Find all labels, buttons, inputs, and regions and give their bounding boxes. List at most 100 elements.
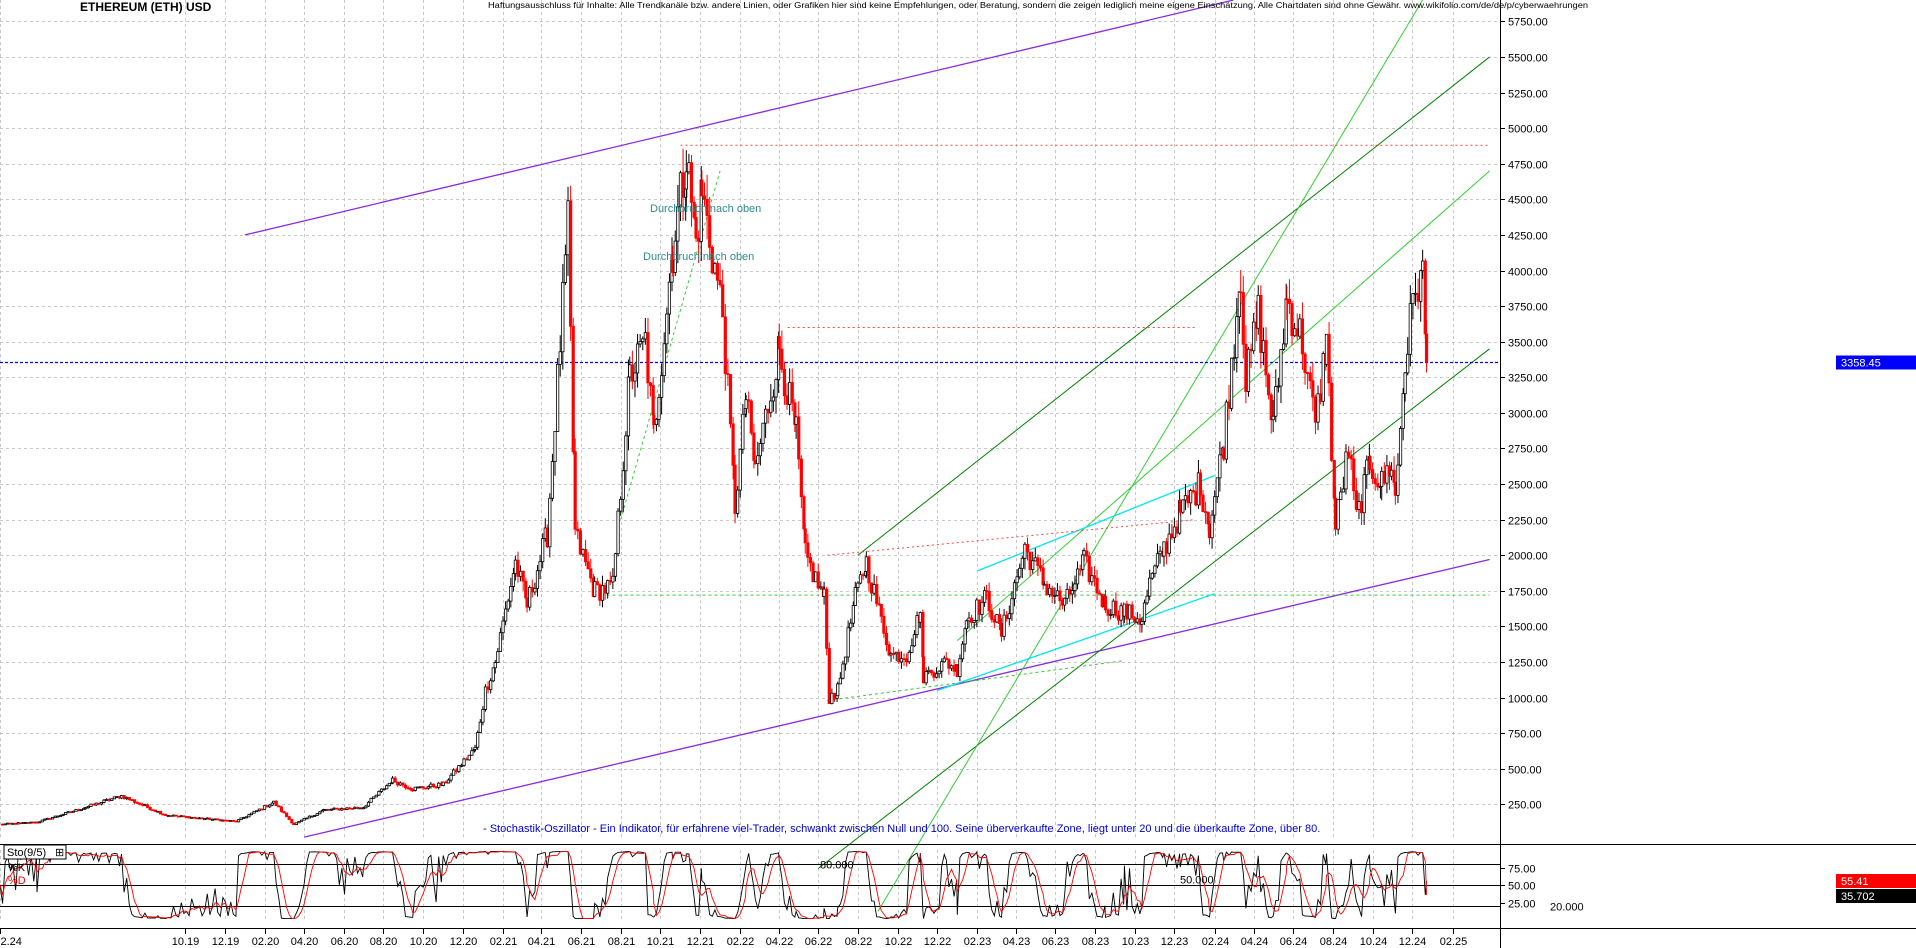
d-value-tag: 35.702	[1836, 889, 1916, 903]
candle-body	[606, 580, 610, 594]
candle-body	[889, 653, 893, 656]
x-tick-label: 12.21	[687, 936, 715, 948]
candle-body	[1376, 483, 1380, 488]
candle-body	[190, 816, 194, 819]
candle-body	[882, 615, 886, 634]
candle-body	[960, 643, 965, 660]
candle-body	[1359, 501, 1364, 514]
candle-body	[949, 665, 954, 669]
candle-body	[327, 809, 331, 811]
candle-body	[638, 341, 642, 345]
candle-body	[1416, 292, 1420, 302]
y-tick-label: 5750.00	[1508, 17, 1548, 29]
candle-body	[1153, 565, 1157, 574]
candle-body	[187, 816, 191, 819]
candle-body	[721, 284, 725, 318]
candle-body	[1396, 464, 1400, 496]
overlay-support-dashed-3	[827, 660, 1125, 701]
candle-body	[1259, 294, 1263, 353]
candle-body	[1078, 568, 1082, 571]
overlay-upper-channel	[244, 0, 1234, 236]
candle-body	[1189, 490, 1193, 504]
candle-body	[660, 375, 664, 398]
x-tick-label: 04.24	[1241, 936, 1269, 948]
candle-body	[64, 812, 68, 815]
y-tick-label: 250.00	[1508, 800, 1542, 812]
candle-body	[518, 570, 523, 577]
candle-body	[307, 815, 311, 819]
candle-body	[830, 692, 834, 705]
candle-body	[774, 379, 778, 398]
candle-body	[561, 282, 565, 353]
candle-body	[1085, 550, 1089, 557]
overlay-trend-light-1	[877, 0, 1424, 912]
candle-body	[1411, 293, 1415, 305]
candle-body	[694, 216, 698, 239]
candle-body	[1393, 481, 1397, 496]
candle-body	[125, 797, 129, 799]
stochastic-k-line	[0, 850, 1428, 920]
candle-body	[285, 812, 289, 818]
candle-body	[1392, 469, 1396, 483]
k-value-box	[1836, 874, 1916, 888]
candle-body	[808, 557, 813, 564]
candle-body	[498, 632, 503, 652]
candle-body	[710, 246, 714, 274]
candle-body	[593, 581, 597, 597]
candle-body	[586, 561, 590, 570]
candle-body	[576, 528, 580, 532]
candle-body	[1311, 380, 1315, 398]
candle-body	[1158, 550, 1162, 555]
candle-body	[372, 796, 376, 799]
candle-body	[45, 817, 50, 820]
candle-body	[299, 819, 304, 822]
candle-body	[1170, 533, 1174, 539]
oscillator-expand-icon[interactable]: ⊞	[55, 847, 64, 859]
candle-body	[274, 800, 278, 807]
candle-body	[318, 811, 322, 815]
candle-body	[431, 783, 436, 788]
y-tick-label: 4000.00	[1508, 267, 1548, 279]
candle-body	[396, 781, 400, 786]
candle-body	[528, 587, 532, 608]
candle-body	[1055, 590, 1060, 596]
candle-body	[603, 585, 607, 594]
candle-body	[1203, 511, 1208, 513]
candle-body	[838, 677, 842, 685]
candle-body	[1048, 587, 1052, 596]
y-tick-label: 4250.00	[1508, 231, 1548, 243]
candle-body	[104, 799, 109, 801]
candle-body	[79, 809, 83, 812]
candle-body	[630, 364, 634, 382]
candle-body	[869, 582, 874, 594]
candle-body	[1082, 550, 1086, 556]
candle-body	[416, 786, 420, 789]
candle-body	[434, 786, 438, 789]
candle-body	[348, 807, 352, 810]
candle-body	[97, 802, 101, 805]
candle-body	[401, 782, 405, 786]
candle-body	[353, 806, 357, 809]
candle-body	[470, 750, 474, 756]
chart-title: ETHEREUM (ETH) USD	[80, 0, 212, 14]
candle-body	[912, 634, 917, 647]
candle-body	[174, 814, 178, 817]
candle-body	[509, 585, 513, 602]
candle-body	[1239, 291, 1243, 294]
candle-body	[937, 670, 941, 675]
candle-body	[1150, 572, 1154, 579]
candle-body	[56, 815, 60, 818]
candle-body	[1162, 541, 1166, 557]
candle-body	[216, 818, 220, 821]
candle-body	[761, 422, 765, 444]
candle-body	[983, 590, 987, 603]
candle-body	[40, 819, 44, 823]
candle-body	[918, 612, 922, 623]
candle-body	[733, 464, 737, 514]
candle-body	[1207, 523, 1212, 539]
candle-body	[84, 807, 88, 810]
k-value-label: 55.41	[1841, 876, 1869, 888]
candle-body	[1354, 490, 1358, 510]
candle-body	[418, 786, 423, 789]
